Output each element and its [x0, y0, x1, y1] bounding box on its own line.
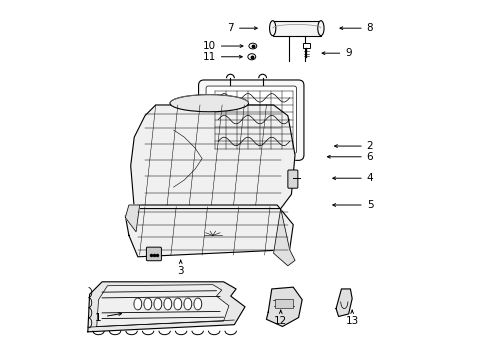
Polygon shape: [273, 208, 295, 266]
Polygon shape: [88, 282, 245, 332]
Ellipse shape: [144, 298, 152, 310]
FancyBboxPatch shape: [206, 86, 296, 154]
Polygon shape: [97, 285, 229, 327]
Ellipse shape: [184, 298, 192, 310]
Text: 4: 4: [333, 173, 373, 183]
Text: 3: 3: [177, 260, 184, 276]
Text: 1: 1: [95, 312, 122, 323]
Polygon shape: [131, 105, 295, 208]
Text: 10: 10: [203, 41, 243, 51]
Ellipse shape: [270, 21, 276, 36]
Ellipse shape: [194, 298, 202, 310]
Text: 11: 11: [203, 52, 242, 62]
Ellipse shape: [249, 43, 257, 49]
FancyBboxPatch shape: [275, 299, 293, 308]
Text: 5: 5: [333, 200, 373, 210]
Ellipse shape: [134, 298, 142, 310]
FancyBboxPatch shape: [272, 21, 321, 36]
Text: 7: 7: [227, 23, 257, 33]
Ellipse shape: [174, 298, 182, 310]
Ellipse shape: [248, 54, 256, 60]
Ellipse shape: [154, 298, 162, 310]
Text: 2: 2: [335, 141, 373, 151]
Text: 12: 12: [274, 310, 287, 326]
Text: 6: 6: [327, 152, 373, 162]
Text: 9: 9: [322, 48, 352, 58]
Polygon shape: [267, 287, 302, 327]
Text: 13: 13: [345, 310, 359, 326]
Polygon shape: [125, 205, 293, 257]
Polygon shape: [125, 205, 140, 232]
FancyBboxPatch shape: [288, 170, 298, 188]
Ellipse shape: [164, 298, 172, 310]
FancyBboxPatch shape: [198, 80, 304, 160]
Text: 8: 8: [340, 23, 373, 33]
Ellipse shape: [318, 21, 324, 36]
Bar: [303, 43, 310, 48]
Polygon shape: [336, 289, 352, 316]
Ellipse shape: [170, 95, 248, 112]
FancyBboxPatch shape: [147, 247, 161, 261]
